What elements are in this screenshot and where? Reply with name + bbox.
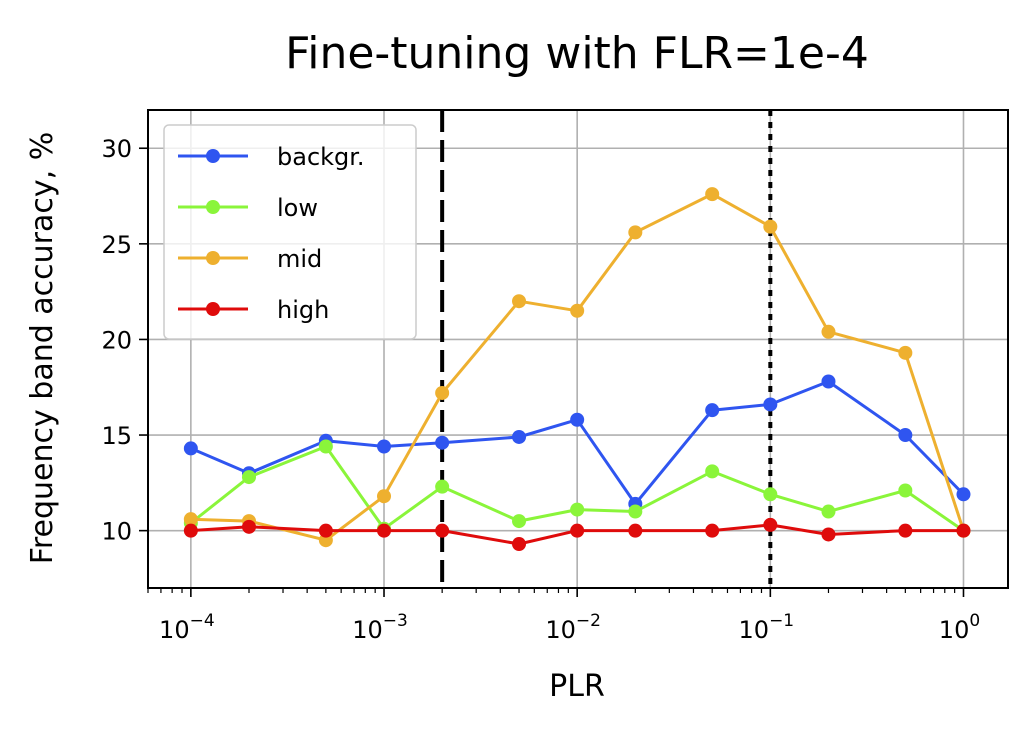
chart-title: Fine-tuning with FLR=1e-4: [285, 28, 869, 79]
data-point: [183, 441, 198, 456]
x-tick-label: 10−4: [159, 611, 215, 644]
data-point: [377, 523, 392, 538]
data-point: [183, 523, 198, 538]
data-point: [570, 523, 585, 538]
series-high: [183, 517, 971, 552]
data-point: [821, 324, 836, 339]
legend-marker: [206, 149, 220, 163]
data-point: [435, 479, 450, 494]
legend-label: low: [277, 194, 318, 222]
series-group: [183, 187, 971, 552]
x-axis-label: PLR: [549, 669, 605, 704]
y-tick-label: 20: [101, 326, 132, 354]
data-point: [570, 303, 585, 318]
y-tick-label: 10: [101, 518, 132, 546]
data-point: [570, 412, 585, 427]
y-axis-label: Frequency band accuracy, %: [25, 132, 60, 564]
data-point: [377, 489, 392, 504]
data-point: [763, 397, 778, 412]
data-point: [512, 537, 527, 552]
data-point: [898, 428, 913, 443]
data-point: [377, 439, 392, 454]
y-tick-label: 25: [101, 231, 132, 259]
data-point: [435, 385, 450, 400]
data-point: [512, 429, 527, 444]
data-point: [821, 504, 836, 519]
data-point: [956, 487, 971, 502]
x-tick-label: 10−1: [739, 611, 795, 644]
x-tick-label: 100: [939, 611, 980, 644]
data-point: [705, 403, 720, 418]
data-point: [898, 345, 913, 360]
data-point: [956, 523, 971, 538]
data-point: [763, 487, 778, 502]
legend-entry: high: [178, 296, 329, 324]
data-point: [183, 512, 198, 527]
axis-ticks: 10−4 10−3 10−2 10−1 100 10 15 20 25 30: [101, 135, 980, 644]
legend: backgr. low mid high: [163, 124, 417, 340]
data-point: [318, 439, 333, 454]
legend-label: high: [277, 296, 329, 324]
legend-marker: [206, 251, 220, 265]
legend-label: backgr.: [277, 143, 365, 171]
data-point: [763, 219, 778, 234]
legend-label: mid: [277, 245, 322, 273]
data-point: [512, 294, 527, 309]
data-point: [821, 527, 836, 542]
data-point: [628, 504, 643, 519]
data-point: [628, 225, 643, 240]
data-point: [705, 187, 720, 202]
data-point: [318, 523, 333, 538]
data-point: [570, 502, 585, 517]
reference-lines: [440, 110, 773, 588]
data-point: [241, 470, 256, 485]
plot-frame: [147, 109, 1009, 589]
data-point: [435, 435, 450, 450]
data-point: [763, 517, 778, 532]
data-point: [241, 519, 256, 534]
x-tick-label: 10−2: [545, 611, 601, 644]
y-tick-label: 30: [101, 135, 132, 163]
y-tick-label: 15: [101, 422, 132, 450]
legend-marker: [206, 200, 220, 214]
legend-entry: mid: [178, 245, 322, 273]
data-point: [628, 523, 643, 538]
legend-entry: backgr.: [178, 143, 365, 171]
legend-marker: [206, 302, 220, 316]
data-point: [705, 464, 720, 479]
legend-entry: low: [178, 194, 318, 222]
legend-box: [163, 124, 417, 340]
data-point: [435, 523, 450, 538]
data-point: [898, 523, 913, 538]
data-point: [512, 514, 527, 529]
data-point: [898, 483, 913, 498]
data-point: [821, 374, 836, 389]
x-tick-label: 10−3: [352, 611, 408, 644]
data-point: [705, 523, 720, 538]
